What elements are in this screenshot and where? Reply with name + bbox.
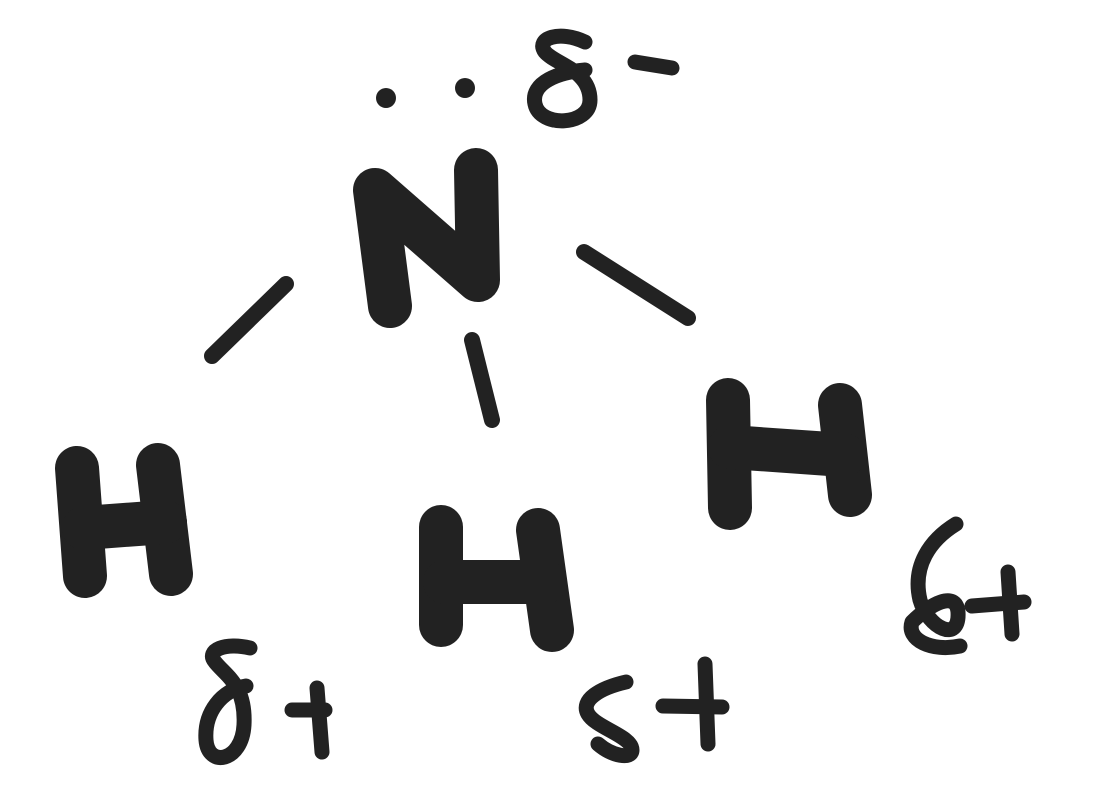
nitrogen-partial-charge: δ- (527, 28, 680, 129)
bonds (204, 244, 696, 428)
hydrogen-right-partial-charge: δ+ (903, 516, 1032, 655)
plus-sign-horizontal (964, 594, 1032, 614)
lone-pair (376, 78, 475, 108)
delta-symbol (527, 28, 598, 129)
delta-symbol (578, 674, 640, 764)
delta-symbol (198, 638, 258, 765)
hydrogen-atom-middle: H (419, 505, 574, 652)
hydrogen-atom-left: H (55, 443, 193, 598)
delta-symbol (903, 516, 968, 655)
bond-n-h-middle (464, 332, 500, 428)
bond-n-h-left (204, 276, 294, 364)
plus-sign-vertical (309, 680, 330, 760)
hydrogen-atom-right: H (706, 378, 872, 530)
bond-n-h-right (576, 244, 696, 326)
hydrogen-left-partial-charge: δ+ (198, 638, 333, 765)
lone-pair-electron (376, 88, 396, 108)
nitrogen-atom: N (353, 148, 500, 328)
hydrogen-middle-partial-charge: δ+ (578, 656, 730, 764)
minus-sign (627, 54, 680, 76)
plus-sign-horizontal (655, 698, 730, 715)
lone-pair-electron (455, 78, 475, 98)
